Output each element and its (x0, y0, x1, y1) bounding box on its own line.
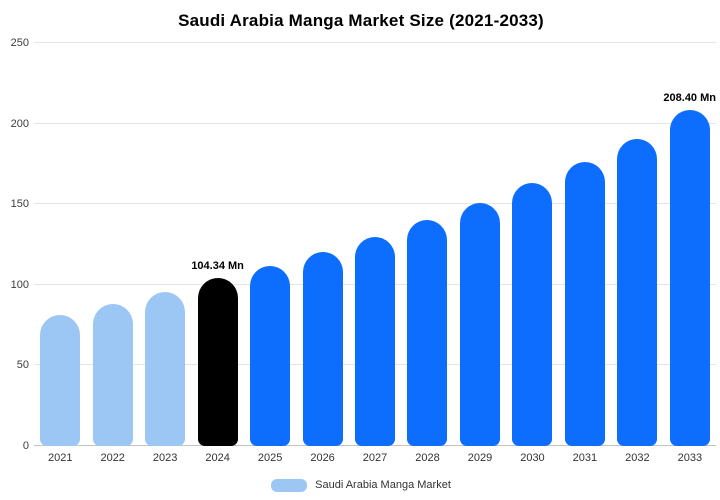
legend[interactable]: Saudi Arabia Manga Market (6, 470, 716, 500)
bar-value-label-2033: 208.40 Mn (663, 92, 716, 105)
plot-row: 0 50 100 150 200 250 104.34 Mn 208.40 Mn (6, 37, 716, 452)
legend-swatch (271, 478, 308, 492)
x-tick-label-2028: 2028 (415, 452, 440, 464)
y-tick-label: 50 (16, 359, 29, 372)
bar-2033[interactable] (669, 110, 710, 446)
x-tick-label-2029: 2029 (467, 452, 493, 464)
bars: 104.34 Mn 208.40 Mn (34, 43, 716, 446)
gridline (34, 203, 716, 205)
x-tick-label-2027: 2027 (362, 452, 388, 464)
bar-column-2030 (506, 43, 558, 446)
y-tick-label: 100 (10, 278, 29, 291)
bar-column-2027 (349, 43, 401, 446)
bar-column-2031 (559, 43, 611, 446)
gridline (34, 42, 716, 43)
x-tick-label-2023: 2023 (152, 452, 178, 464)
bar-value-label-2024: 104.34 Mn (191, 259, 244, 272)
bar-column-2021 (34, 43, 86, 446)
y-tick-label: 0 (22, 440, 29, 452)
bar-2025[interactable] (250, 266, 291, 446)
y-tick-label: 200 (10, 117, 29, 130)
x-tick-label-2022: 2022 (100, 452, 125, 464)
bar-2031[interactable] (564, 162, 605, 446)
bar-2027[interactable] (355, 237, 395, 446)
bar-column-2022 (86, 43, 138, 446)
x-tick-label-2025: 2025 (257, 452, 283, 464)
bar-2021[interactable] (40, 315, 81, 446)
y-tick-label: 150 (10, 198, 29, 211)
y-tick-label: 250 (10, 37, 29, 49)
bar-column-2032 (611, 43, 663, 446)
x-tick-label-2026: 2026 (310, 452, 335, 464)
bar-2029[interactable] (459, 202, 500, 446)
x-tick-label-2031: 2031 (572, 452, 598, 464)
x-tick-label-2024: 2024 (205, 452, 230, 464)
bar-2030[interactable] (512, 183, 553, 446)
plot-area: 104.34 Mn 208.40 Mn (34, 42, 716, 446)
legend-label: Saudi Arabia Manga Market (315, 479, 451, 491)
x-tick-label-2033: 2033 (677, 452, 703, 464)
chart-title: Saudi Arabia Manga Market Size (2021-203… (178, 11, 544, 30)
x-tick-label-2021: 2021 (47, 452, 73, 464)
bar-column-2025 (244, 43, 296, 446)
bar-series: 104.34 Mn 208.40 Mn (34, 43, 716, 446)
gridline (34, 122, 716, 124)
bar-2028[interactable] (407, 220, 448, 446)
bar-2024[interactable] (197, 277, 238, 446)
bar-column-2028 (401, 43, 453, 446)
bar-column-2024: 104.34 Mn (191, 43, 244, 446)
bar-column-2023 (139, 43, 191, 446)
bar-2026[interactable] (302, 251, 343, 446)
y-axis: 0 50 100 150 200 250 (6, 37, 34, 452)
x-axis: 2021 2022 2023 2024 2025 2026 2027 2028 2029 2030… (34, 446, 716, 470)
bar-2032[interactable] (617, 138, 658, 446)
x-tick-label-2030: 2030 (520, 452, 545, 464)
bar-column-2033: 208.40 Mn (663, 43, 716, 446)
bar-2023[interactable] (145, 292, 186, 446)
x-tick-label-2032: 2032 (625, 452, 650, 464)
bar-2022[interactable] (92, 304, 133, 446)
bar-column-2026 (296, 43, 348, 446)
bar-column-2029 (454, 43, 506, 446)
